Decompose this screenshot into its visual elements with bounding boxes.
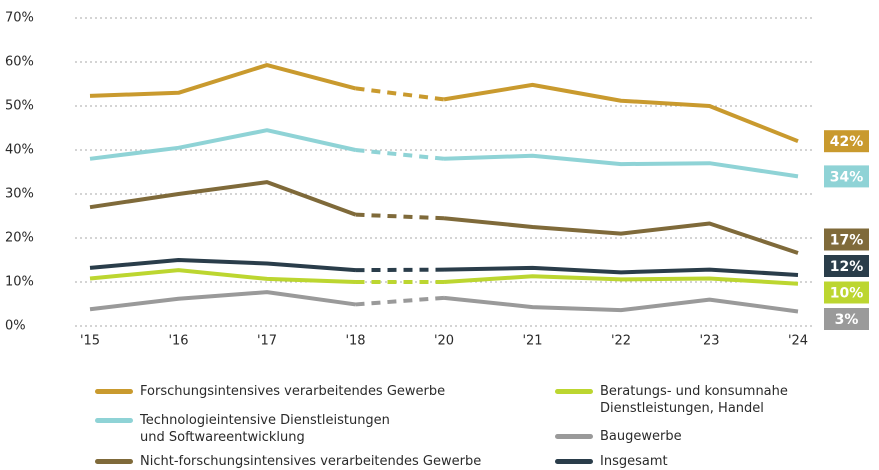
- legend-label: Beratungs- und konsumnahe Dienstleistung…: [600, 384, 788, 416]
- dashed-segment: [355, 86, 445, 102]
- y-tick-label: 0%: [5, 319, 26, 334]
- series-line: [443, 82, 799, 144]
- legend-label: Forschungsintensives verarbeitendes Gewe…: [140, 384, 446, 399]
- legend-swatch: [555, 434, 593, 439]
- x-tick-label: '20: [434, 334, 454, 349]
- x-tick-label: '18: [345, 334, 365, 349]
- y-tick-label: 30%: [5, 187, 34, 202]
- legend-label: Baugewerbe: [600, 429, 682, 444]
- legend-label: Nicht-forschungsintensives verarbeitende…: [140, 454, 482, 469]
- legend-swatch: [95, 459, 133, 464]
- end-label: 34%: [830, 169, 864, 185]
- x-tick-label: '17: [257, 334, 277, 349]
- legend-swatch: [555, 389, 593, 394]
- series-line: [443, 216, 799, 255]
- series-line: [443, 153, 799, 179]
- series-line: [89, 128, 356, 161]
- y-tick-label: 60%: [5, 55, 34, 70]
- end-label-box: [824, 228, 869, 251]
- end-label-box: [824, 130, 869, 153]
- end-label-box: [824, 255, 869, 277]
- x-tick-label: '24: [788, 334, 808, 349]
- series-line: [89, 180, 357, 217]
- y-tick-label: 50%: [5, 99, 34, 114]
- end-label: 42%: [830, 134, 864, 150]
- x-tick-label: '15: [80, 334, 100, 349]
- legend-swatch: [95, 418, 133, 423]
- y-tick-label: 20%: [5, 231, 34, 246]
- series-line: [443, 274, 799, 286]
- end-label: 10%: [830, 286, 864, 302]
- series-line: [89, 63, 357, 98]
- legend-label: Technologieintensive Dienstleistungen un…: [140, 413, 390, 445]
- series-line: [443, 295, 799, 314]
- series-line: [89, 290, 356, 312]
- end-label-box: [824, 281, 869, 304]
- end-label-box: [824, 165, 869, 188]
- x-tick-label: '21: [522, 334, 542, 349]
- y-tick-label: 10%: [5, 275, 34, 290]
- x-tick-label: '16: [168, 334, 188, 349]
- legend-swatch: [95, 389, 133, 394]
- legend-swatch: [555, 459, 593, 464]
- end-label: 3%: [835, 312, 859, 328]
- dashed-segment: [355, 148, 445, 161]
- dashed-segment: [355, 295, 445, 307]
- end-label: 12%: [830, 259, 864, 275]
- x-tick-label: '23: [699, 334, 719, 349]
- series-line: [89, 268, 356, 284]
- y-tick-label: 70%: [5, 11, 34, 26]
- series-line: [89, 258, 356, 273]
- end-label-box: [824, 308, 869, 330]
- legend-label: Insgesamt: [600, 454, 668, 469]
- x-tick-label: '22: [611, 334, 631, 349]
- end-label: 17%: [830, 233, 864, 249]
- dashed-segment: [355, 212, 445, 221]
- y-tick-label: 40%: [5, 143, 34, 158]
- series-line: [443, 265, 799, 277]
